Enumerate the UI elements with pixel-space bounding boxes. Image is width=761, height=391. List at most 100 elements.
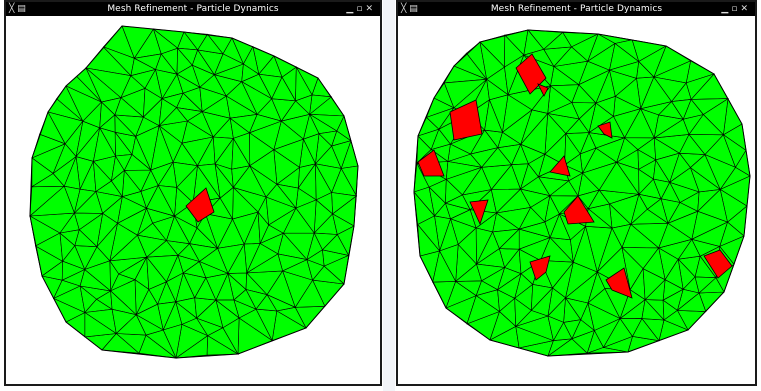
mesh-cell bbox=[476, 263, 506, 282]
maximize-icon[interactable]: ▫ bbox=[356, 4, 366, 14]
mesh-cell bbox=[676, 292, 707, 312]
mesh-cell bbox=[271, 76, 297, 102]
mesh-canvas[interactable] bbox=[398, 16, 755, 384]
desktop-gap bbox=[383, 0, 395, 391]
mesh-cell bbox=[461, 166, 492, 196]
mesh-cell bbox=[547, 315, 565, 342]
refined-cell bbox=[529, 255, 551, 281]
mesh-cell bbox=[542, 31, 573, 50]
mesh-triangles bbox=[413, 29, 751, 357]
mesh-cell bbox=[255, 294, 278, 312]
mesh-cell bbox=[225, 81, 258, 116]
mesh-cell bbox=[246, 243, 279, 274]
mesh-cell bbox=[146, 256, 167, 290]
mesh-boundary bbox=[29, 25, 359, 359]
title-bar[interactable]: ╳ ▤ Mesh Refinement - Particle Dynamics … bbox=[6, 2, 380, 16]
refined-cell bbox=[563, 195, 595, 225]
close-icon[interactable]: ✕ bbox=[365, 4, 376, 14]
window-controls: ▁▫✕ bbox=[346, 2, 376, 16]
mesh-cell bbox=[177, 243, 201, 262]
mesh-cell bbox=[642, 247, 666, 281]
minimize-icon[interactable]: ▁ bbox=[721, 4, 732, 14]
mesh-cell bbox=[690, 221, 728, 247]
mesh-cell bbox=[61, 260, 86, 281]
mesh-cell bbox=[530, 195, 551, 223]
mesh-cell bbox=[475, 231, 500, 265]
mesh-cell bbox=[565, 118, 590, 134]
minimize-icon[interactable]: ▁ bbox=[346, 4, 357, 14]
mesh-cell bbox=[704, 154, 736, 191]
mesh-cell bbox=[29, 185, 75, 217]
mesh-cell bbox=[59, 212, 80, 234]
mesh-cell bbox=[571, 102, 597, 120]
mesh-cell bbox=[522, 48, 555, 68]
mesh-window-left[interactable]: ╳ ▤ Mesh Refinement - Particle Dynamics … bbox=[4, 0, 382, 386]
window-title: Mesh Refinement - Particle Dynamics bbox=[107, 4, 279, 14]
mesh-cell bbox=[527, 153, 546, 178]
close-icon[interactable]: ✕ bbox=[740, 4, 751, 14]
mesh-cell bbox=[417, 215, 441, 252]
mesh-cell bbox=[114, 154, 133, 172]
mesh-cell bbox=[84, 260, 111, 292]
mesh-cell bbox=[96, 222, 119, 262]
mesh-triangles bbox=[28, 25, 359, 360]
mesh-cell bbox=[99, 101, 116, 129]
refined-cell bbox=[597, 121, 613, 139]
refined-cell bbox=[469, 199, 489, 226]
mesh-cell bbox=[173, 215, 198, 245]
mesh-cell bbox=[241, 63, 260, 83]
mesh-window-right[interactable]: ╳ ▤ Mesh Refinement - Particle Dynamics … bbox=[396, 0, 757, 386]
mesh-cell bbox=[608, 61, 640, 79]
maximize-icon[interactable]: ▫ bbox=[731, 4, 741, 14]
refined-cell bbox=[449, 99, 483, 141]
mesh-cell bbox=[598, 161, 640, 195]
window-menu-icon[interactable]: ╳ ▤ bbox=[401, 4, 418, 14]
mesh-cell bbox=[530, 287, 553, 317]
mesh-cell bbox=[52, 155, 77, 187]
title-bar[interactable]: ╳ ▤ Mesh Refinement - Particle Dynamics … bbox=[398, 2, 755, 16]
refined-cell bbox=[185, 187, 215, 223]
mesh-cell bbox=[306, 232, 323, 261]
mesh-cell bbox=[249, 149, 278, 185]
mesh-cell bbox=[295, 66, 313, 102]
mesh-cell bbox=[587, 189, 611, 210]
mesh-cell bbox=[158, 98, 177, 127]
mesh-cell bbox=[671, 99, 692, 120]
mesh-cell bbox=[663, 309, 689, 331]
mesh-boundary bbox=[413, 29, 751, 357]
mesh-cell bbox=[157, 185, 178, 218]
mesh-cell bbox=[641, 298, 665, 321]
mesh-cell bbox=[204, 197, 234, 220]
mesh-cell bbox=[196, 299, 224, 329]
mesh-cell bbox=[229, 114, 258, 134]
refined-cell bbox=[605, 267, 633, 299]
mesh-canvas[interactable] bbox=[6, 16, 380, 384]
mesh-cell bbox=[314, 163, 342, 194]
mesh-cell bbox=[549, 84, 580, 103]
mesh-cell bbox=[227, 243, 248, 274]
mesh-drawing bbox=[28, 25, 359, 360]
mesh-cell bbox=[232, 211, 259, 245]
mesh-cell bbox=[428, 186, 446, 217]
mesh-cell bbox=[231, 165, 251, 189]
mesh-cell bbox=[518, 248, 542, 275]
mesh-cell bbox=[152, 28, 179, 55]
mesh-cell bbox=[475, 280, 499, 297]
mesh-cell bbox=[481, 147, 513, 168]
mesh-cell bbox=[619, 318, 643, 337]
refined-cell bbox=[549, 155, 571, 177]
mesh-cell bbox=[130, 69, 157, 89]
mesh-drawing bbox=[413, 29, 751, 357]
refined-cell bbox=[703, 249, 733, 279]
mesh-cell bbox=[578, 69, 611, 104]
mesh-cell bbox=[332, 213, 355, 235]
mesh-cell bbox=[571, 330, 595, 354]
mesh-cell bbox=[658, 222, 693, 249]
mesh-cell bbox=[331, 140, 352, 170]
mesh-cell bbox=[315, 192, 333, 215]
window-controls: ▁▫✕ bbox=[721, 2, 751, 16]
mesh-cell bbox=[232, 132, 251, 167]
window-menu-icon[interactable]: ╳ ▤ bbox=[9, 4, 26, 14]
mesh-cell bbox=[197, 33, 224, 55]
mesh-cell bbox=[694, 276, 717, 294]
